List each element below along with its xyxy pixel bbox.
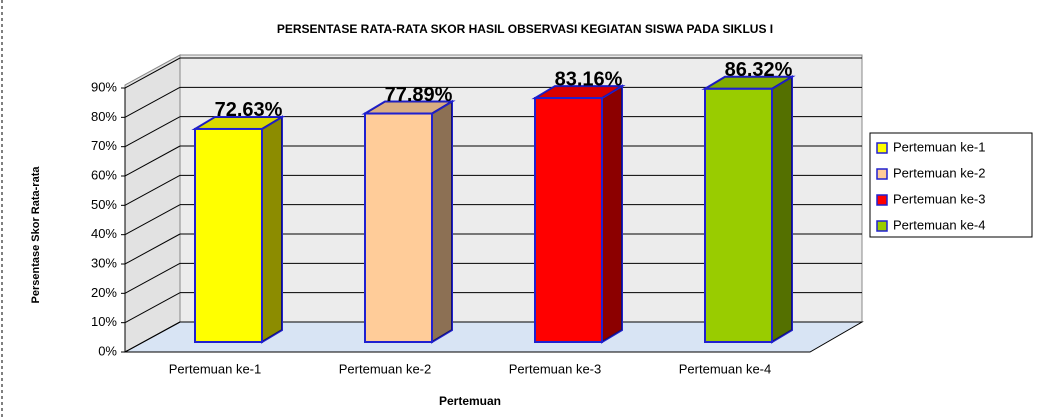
grid-line	[124, 145, 181, 177]
value-label: 86.32%	[725, 59, 793, 81]
value-label: 77.89%	[385, 84, 453, 106]
chart-title: PERSENTASE RATA-RATA SKOR HASIL OBSERVAS…	[277, 22, 773, 36]
grid-line	[124, 262, 181, 294]
bar-side-shade	[262, 116, 282, 343]
legend-swatch	[876, 142, 888, 154]
bar-top-shade	[535, 86, 622, 99]
grid-line	[124, 204, 181, 236]
x-tick-label: Pertemuan ke-4	[679, 361, 772, 376]
grid-line	[124, 233, 181, 265]
y-tick-label: 90%	[91, 79, 117, 94]
legend-label: Pertemuan ke-2	[893, 165, 986, 180]
y-tick-label: 50%	[91, 197, 117, 212]
x-tick-label: Pertemuan ke-3	[509, 361, 602, 376]
y-tick-label: 20%	[91, 285, 117, 300]
legend-swatch	[876, 168, 888, 180]
x-tick-label: Pertemuan ke-2	[339, 361, 432, 376]
grid-line	[124, 86, 181, 118]
x-axis-title: Pertemuan	[439, 394, 501, 408]
y-tick-label: 40%	[91, 226, 117, 241]
bar	[534, 97, 603, 344]
bar-top-shade	[365, 101, 452, 114]
grid-line	[124, 116, 181, 148]
bar-top-shade	[705, 76, 792, 89]
grid-line	[124, 321, 181, 353]
legend-swatch	[876, 194, 888, 206]
y-tick-label: 0%	[98, 343, 117, 358]
y-axis-title: Persentase Skor Rata-rata	[30, 166, 42, 304]
legend-swatch	[876, 220, 888, 232]
legend-label: Pertemuan ke-4	[893, 217, 986, 232]
bar-top-shade	[195, 116, 282, 129]
legend-box	[869, 132, 1033, 238]
y-tick-label: 60%	[91, 167, 117, 182]
grid-line	[124, 292, 181, 324]
x-tick-label: Pertemuan ke-1	[169, 361, 262, 376]
value-label: 83.16%	[555, 68, 623, 90]
bar	[364, 112, 433, 344]
grid-line	[124, 174, 181, 206]
legend-label: Pertemuan ke-1	[893, 139, 986, 154]
y-tick-label: 70%	[91, 138, 117, 153]
y-tick-label: 10%	[91, 314, 117, 329]
bar	[704, 87, 773, 344]
y-tick-label: 80%	[91, 109, 117, 124]
bar	[194, 127, 263, 343]
y-tick-label: 30%	[91, 255, 117, 270]
grid-line	[124, 57, 181, 89]
bar-side-shade	[772, 76, 792, 342]
bar-side-shade	[432, 101, 452, 342]
bar-side-shade	[602, 86, 622, 343]
value-label: 72.63%	[215, 99, 283, 121]
legend-label: Pertemuan ke-3	[893, 191, 986, 206]
